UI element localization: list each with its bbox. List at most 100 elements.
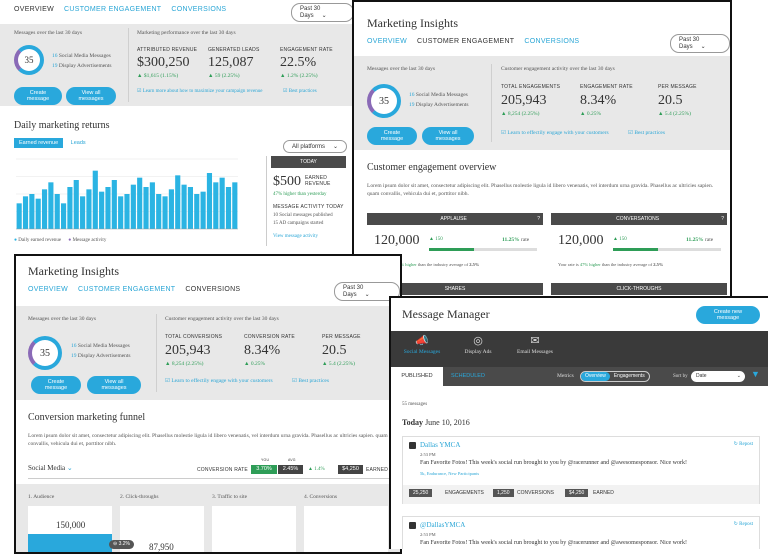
repost-button[interactable]: ↻ Repost [733, 522, 753, 527]
toggle-overview[interactable]: Overview [581, 372, 610, 381]
message-card[interactable]: Dallas YMCA 2:53 PM ↻ Repost Fan Favorit… [402, 436, 760, 504]
create-message-button[interactable]: Create message [14, 87, 62, 105]
period-select[interactable]: Past 30 Days [670, 34, 730, 53]
revenue-bar[interactable] [232, 182, 238, 229]
tab-published[interactable]: PUBLISHED [391, 367, 443, 386]
revenue-bar[interactable] [137, 177, 143, 229]
tab-conversions[interactable]: CONVERSIONS [171, 6, 227, 13]
best-practices-link[interactable]: ☑ Best practices [628, 130, 666, 136]
tab-overview[interactable]: OVERVIEW [367, 38, 408, 45]
revenue-bar[interactable] [130, 184, 136, 229]
learn-more-link[interactable]: ☑ Learn more about how to maximize your … [137, 89, 263, 94]
revenue-bar[interactable] [99, 191, 105, 229]
revenue-bar[interactable] [86, 189, 92, 229]
filter-icon[interactable]: ▼ [751, 369, 760, 379]
stage-traffic: 3. Traffic to site [212, 494, 248, 500]
platform-select[interactable]: All platforms [283, 140, 348, 153]
tab-customer-engagement[interactable]: CUSTOMER ENGAGEMENT [64, 6, 162, 13]
conversions-tabs: OVERVIEW CUSTOMER ENGAGEMENT CONVERSIONS [28, 286, 240, 293]
post-author[interactable]: Dallas YMCA [420, 441, 461, 449]
revenue-bar[interactable] [149, 182, 155, 229]
revenue-bar[interactable] [41, 189, 48, 229]
engagements-label: ENGAGEMENTS [445, 490, 484, 496]
revenue-bar[interactable] [162, 196, 168, 229]
revenue-bar[interactable] [175, 175, 181, 229]
revenue-bar[interactable] [168, 189, 174, 229]
create-new-message-button[interactable]: Create new message [696, 306, 760, 324]
tab-overview[interactable]: OVERVIEW [14, 6, 55, 13]
best-practices-link[interactable]: ☑ Best practices [292, 378, 330, 384]
revenue-bar[interactable] [61, 203, 67, 229]
nav-email-messages[interactable]: ✉ Email Messages [507, 331, 563, 367]
tab-overview[interactable]: OVERVIEW [28, 286, 69, 293]
view-all-messages-button[interactable]: View all messages [422, 127, 474, 145]
revenue-bar[interactable] [105, 187, 111, 229]
revenue-bar[interactable] [187, 187, 193, 229]
message-card[interactable]: @DallasYMCA 2:53 PM ↻ Repost Fan Favorit… [402, 516, 760, 549]
divider [156, 314, 157, 392]
sort-select[interactable]: Date ⌄ [691, 371, 745, 382]
learn-more-text: Learn more about how to maximize your ca… [142, 89, 263, 94]
revenue-bar[interactable] [225, 187, 232, 229]
social-media-dropdown[interactable]: Social Media ⌄ [28, 464, 73, 472]
repost-button[interactable]: ↻ Repost [733, 442, 753, 447]
revenue-bar[interactable] [213, 182, 219, 229]
view-all-messages-button[interactable]: View all messages [66, 87, 116, 105]
revenue-bar[interactable] [118, 196, 124, 229]
revenue-bar[interactable] [194, 194, 200, 229]
revenue-bar[interactable] [219, 177, 225, 229]
conversations-delta-text: 150 [619, 237, 627, 242]
revenue-bar[interactable] [143, 187, 149, 229]
revenue-bar[interactable] [181, 184, 187, 229]
revenue-bar[interactable] [16, 203, 22, 229]
revenue-bar[interactable] [54, 194, 60, 229]
tab-conversions[interactable]: CONVERSIONS [185, 286, 241, 293]
tab-conversions[interactable]: CONVERSIONS [524, 38, 580, 45]
revenue-bar[interactable] [48, 182, 54, 229]
today-higher: 47% higher than yesterday [273, 192, 327, 197]
nav-display-ads[interactable]: ◎ Display Ads [453, 331, 503, 367]
tab-earned-revenue[interactable]: Earned revenue [14, 138, 64, 148]
applause-progress-fill [429, 248, 475, 251]
revenue-bar[interactable] [80, 196, 86, 229]
click-value: 87,950 [149, 542, 174, 552]
period-select[interactable]: Past 30 Days [334, 282, 400, 301]
revenue-bar[interactable] [35, 198, 41, 229]
conversations-rate-value: 11.25% [686, 237, 704, 243]
create-message-button[interactable]: Create message [367, 127, 417, 145]
revenue-bar[interactable] [206, 173, 213, 229]
divider [128, 28, 129, 102]
tab-leads[interactable]: Leads [70, 140, 86, 146]
social-count-row: 16 Social Media Messages [409, 92, 468, 98]
revenue-bar[interactable] [156, 194, 162, 229]
social-label: Social Media Messages [58, 53, 111, 59]
help-icon[interactable]: ? [537, 216, 540, 222]
revenue-bar[interactable] [200, 191, 206, 229]
best-practices-link[interactable]: ☑ Best practices [283, 89, 317, 94]
create-message-button[interactable]: Create message [31, 376, 81, 394]
learn-link[interactable]: ☑ Learn to effectily engage with your cu… [165, 378, 273, 384]
revenue-bar[interactable] [73, 180, 79, 229]
revenue-bar[interactable] [92, 170, 98, 229]
view-activity-link[interactable]: View message activity [273, 234, 318, 239]
toggle-engagements[interactable]: Engagements [613, 373, 645, 379]
revenue-bar[interactable] [111, 180, 117, 229]
nav-social-messages[interactable]: 📣 Social Messages [397, 331, 447, 367]
best-practices-text: Best practices [298, 378, 330, 384]
divider [28, 478, 390, 479]
revenue-bar[interactable] [67, 187, 73, 229]
tab-scheduled[interactable]: SCHEDULED [451, 373, 485, 379]
period-select[interactable]: Past 30 Days [291, 3, 354, 22]
revenue-bar[interactable] [22, 196, 29, 229]
view-all-messages-button[interactable]: View all messages [87, 376, 141, 394]
tab-customer-engagement[interactable]: CUSTOMER ENGAGEMENT [417, 38, 515, 45]
post-time: 2:53 PM [420, 532, 436, 537]
revenue-bar[interactable] [124, 194, 130, 229]
learn-link[interactable]: ☑ Learn to effectily engage with your cu… [501, 130, 609, 136]
tab-customer-engagement[interactable]: CUSTOMER ENGAGEMENT [78, 286, 176, 293]
help-icon[interactable]: ? [721, 216, 724, 222]
revenue-bar[interactable] [29, 194, 35, 229]
conversations-progress [613, 248, 721, 251]
megaphone-icon: 📣 [415, 335, 429, 347]
post-author[interactable]: @DallasYMCA [420, 521, 466, 529]
